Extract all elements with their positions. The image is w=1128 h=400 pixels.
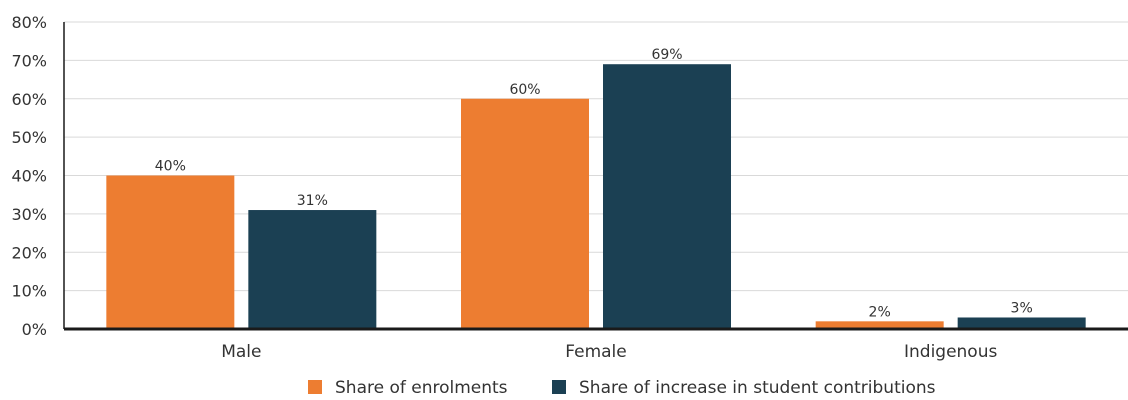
legend-swatch — [308, 380, 322, 394]
bar-contributions — [957, 317, 1086, 329]
bar-contributions — [603, 64, 731, 330]
y-tick-label: 0% — [22, 320, 47, 339]
legend-label: Share of enrolments — [335, 378, 508, 396]
data-label: 2% — [869, 304, 891, 320]
x-tick-label: Indigenous — [904, 342, 998, 362]
y-tick-label: 30% — [11, 205, 47, 224]
data-label: 60% — [509, 82, 540, 98]
y-tick-label: 20% — [11, 243, 47, 262]
legend-label: Share of increase in student contributio… — [579, 378, 936, 396]
y-tick-label: 50% — [11, 128, 47, 147]
x-tick-label: Male — [221, 342, 261, 362]
legend-swatch — [552, 380, 566, 394]
data-label: 31% — [297, 193, 328, 209]
y-axis-tick-labels: 0% 10% 20% 30% 40% 50% 60% 70% 80% — [11, 13, 47, 339]
y-tick-label: 40% — [11, 167, 47, 186]
axes — [63, 22, 1128, 331]
legend: Share of enrolments Share of increase in … — [308, 378, 936, 398]
gridlines — [64, 21, 1128, 292]
data-label: 69% — [651, 47, 682, 63]
y-tick-label: 70% — [11, 51, 47, 70]
bars — [106, 64, 1086, 330]
x-tick-label: Female — [565, 342, 626, 362]
bar-enrolments — [815, 321, 944, 329]
bar-enrolments — [461, 98, 589, 329]
data-label: 3% — [1011, 300, 1033, 316]
y-tick-label: 60% — [11, 90, 47, 109]
data-labels: 40% 31% 60% 69% 2% 3% — [155, 47, 1033, 320]
data-label: 40% — [155, 159, 186, 175]
x-axis-category-labels: Male Female Indigenous — [221, 342, 997, 362]
bar-contributions — [248, 210, 377, 329]
y-tick-label: 80% — [11, 13, 47, 32]
bar-enrolments — [106, 175, 235, 329]
y-tick-label: 10% — [11, 282, 47, 301]
